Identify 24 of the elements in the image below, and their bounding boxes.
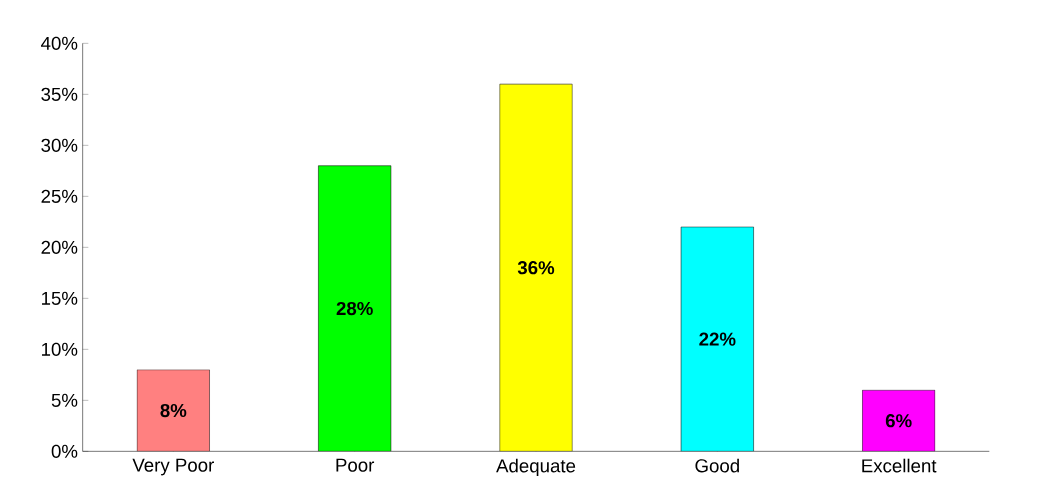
y-tick-label: 5%	[51, 393, 78, 407]
data-label: 28%	[336, 301, 373, 316]
bar	[862, 389, 936, 452]
x-tick-label: Poor	[336, 458, 375, 472]
bar	[680, 226, 754, 452]
data-label: 22%	[699, 332, 736, 346]
y-tick-label: 25%	[41, 189, 78, 203]
x-tick-label: Adequate	[496, 458, 576, 477]
y-tick-label: 0%	[51, 444, 78, 458]
bar	[499, 83, 573, 452]
data-label: 8%	[160, 403, 187, 418]
y-tick-label: 10%	[42, 342, 78, 356]
y-tick-label: 15%	[42, 291, 78, 305]
y-tick-label: 20%	[41, 240, 78, 254]
data-label: 6%	[885, 414, 912, 428]
x-tick-label: Very Poor	[132, 458, 214, 476]
x-tick-label: Excellent	[862, 458, 937, 473]
x-tick-label: Good	[695, 458, 739, 473]
data-label: 36%	[517, 261, 555, 275]
y-tick-label: 35%	[41, 87, 78, 101]
bar	[136, 369, 210, 452]
y-tick-label: 30%	[41, 138, 78, 152]
y-tick-label: 40%	[41, 36, 78, 50]
bar	[318, 165, 392, 452]
